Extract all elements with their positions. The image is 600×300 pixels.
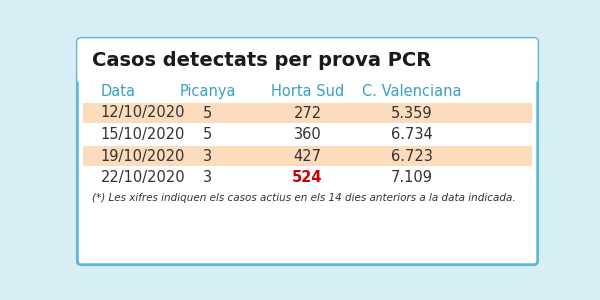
Bar xyxy=(83,103,532,123)
FancyBboxPatch shape xyxy=(77,38,538,265)
Text: 7.109: 7.109 xyxy=(391,170,433,185)
Text: 6.723: 6.723 xyxy=(391,148,433,164)
Text: 6.734: 6.734 xyxy=(391,127,433,142)
Text: 15/10/2020: 15/10/2020 xyxy=(101,127,185,142)
Text: Picanya: Picanya xyxy=(179,84,236,99)
Bar xyxy=(83,146,532,166)
Text: 524: 524 xyxy=(292,170,323,185)
Text: Casos detectats per prova PCR: Casos detectats per prova PCR xyxy=(92,51,431,70)
Text: (*) Les xifres indiquen els casos actius en els 14 dies anteriors a la data indi: (*) Les xifres indiquen els casos actius… xyxy=(92,193,515,203)
Text: Horta Sud: Horta Sud xyxy=(271,84,344,99)
Text: Data: Data xyxy=(101,84,136,99)
Text: 272: 272 xyxy=(293,106,322,121)
Text: 22/10/2020: 22/10/2020 xyxy=(101,170,185,185)
Text: 5: 5 xyxy=(203,106,212,121)
Text: 5: 5 xyxy=(203,127,212,142)
Text: C. Valenciana: C. Valenciana xyxy=(362,84,462,99)
Text: 360: 360 xyxy=(293,127,322,142)
Text: 19/10/2020: 19/10/2020 xyxy=(101,148,185,164)
Text: 12/10/2020: 12/10/2020 xyxy=(101,106,185,121)
Text: 427: 427 xyxy=(293,148,322,164)
FancyBboxPatch shape xyxy=(77,38,538,83)
Text: 5.359: 5.359 xyxy=(391,106,433,121)
Text: 3: 3 xyxy=(203,170,212,185)
Text: 3: 3 xyxy=(203,148,212,164)
